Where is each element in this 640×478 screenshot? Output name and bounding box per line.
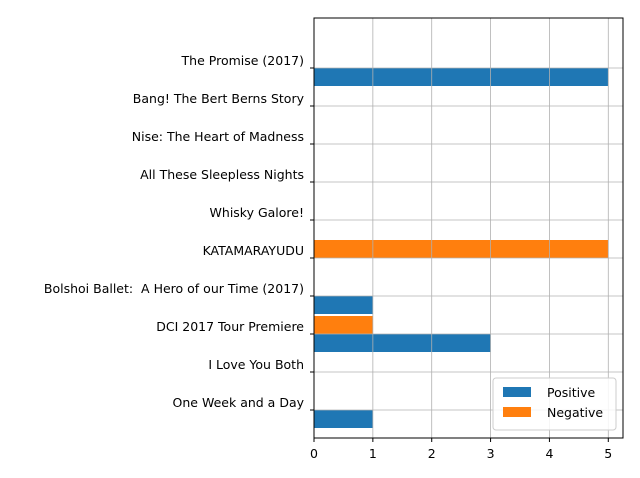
x-tick-label: 1 xyxy=(369,446,377,461)
y-tick-label: Nise: The Heart of Madness xyxy=(132,129,304,144)
y-tick-label: One Week and a Day xyxy=(173,395,305,410)
bar-positive xyxy=(314,296,373,314)
bar-negative xyxy=(314,240,609,258)
x-tick-label: 4 xyxy=(545,446,553,461)
legend-swatch-negative xyxy=(503,407,531,417)
x-tick-label: 0 xyxy=(310,446,318,461)
y-tick-label: I Love You Both xyxy=(208,357,304,372)
x-tick-labels: 0 1 2 3 4 5 xyxy=(310,446,612,461)
legend: Positive Negative xyxy=(492,377,617,431)
axes xyxy=(310,17,624,442)
y-tick-label: KATAMARAYUDU xyxy=(203,243,304,258)
bar-positive xyxy=(314,410,373,428)
y-tick-label: DCI 2017 Tour Premiere xyxy=(156,319,304,334)
legend-label-positive: Positive xyxy=(547,385,595,400)
y-tick-label: The Promise (2017) xyxy=(181,53,304,68)
x-tick-label: 5 xyxy=(604,446,612,461)
bar-negative xyxy=(314,316,373,334)
x-tick-label: 2 xyxy=(428,446,436,461)
y-tick-label: Bolshoi Ballet: A Hero of our Time (2017… xyxy=(44,281,304,296)
y-tick-label: Bang! The Bert Berns Story xyxy=(133,91,305,106)
plot-frame xyxy=(313,17,624,439)
y-tick-label: All These Sleepless Nights xyxy=(140,167,304,182)
bars xyxy=(314,68,609,428)
y-tick-label: Whisky Galore! xyxy=(210,205,304,220)
bar-positive xyxy=(314,68,609,86)
legend-swatch-positive xyxy=(503,387,531,397)
bar-positive xyxy=(314,334,491,352)
grid-lines xyxy=(313,18,623,438)
x-tick-label: 3 xyxy=(487,446,495,461)
y-tick-labels: One Week and a Day I Love You Both DCI 201… xyxy=(44,53,305,410)
legend-label-negative: Negative xyxy=(547,405,603,420)
